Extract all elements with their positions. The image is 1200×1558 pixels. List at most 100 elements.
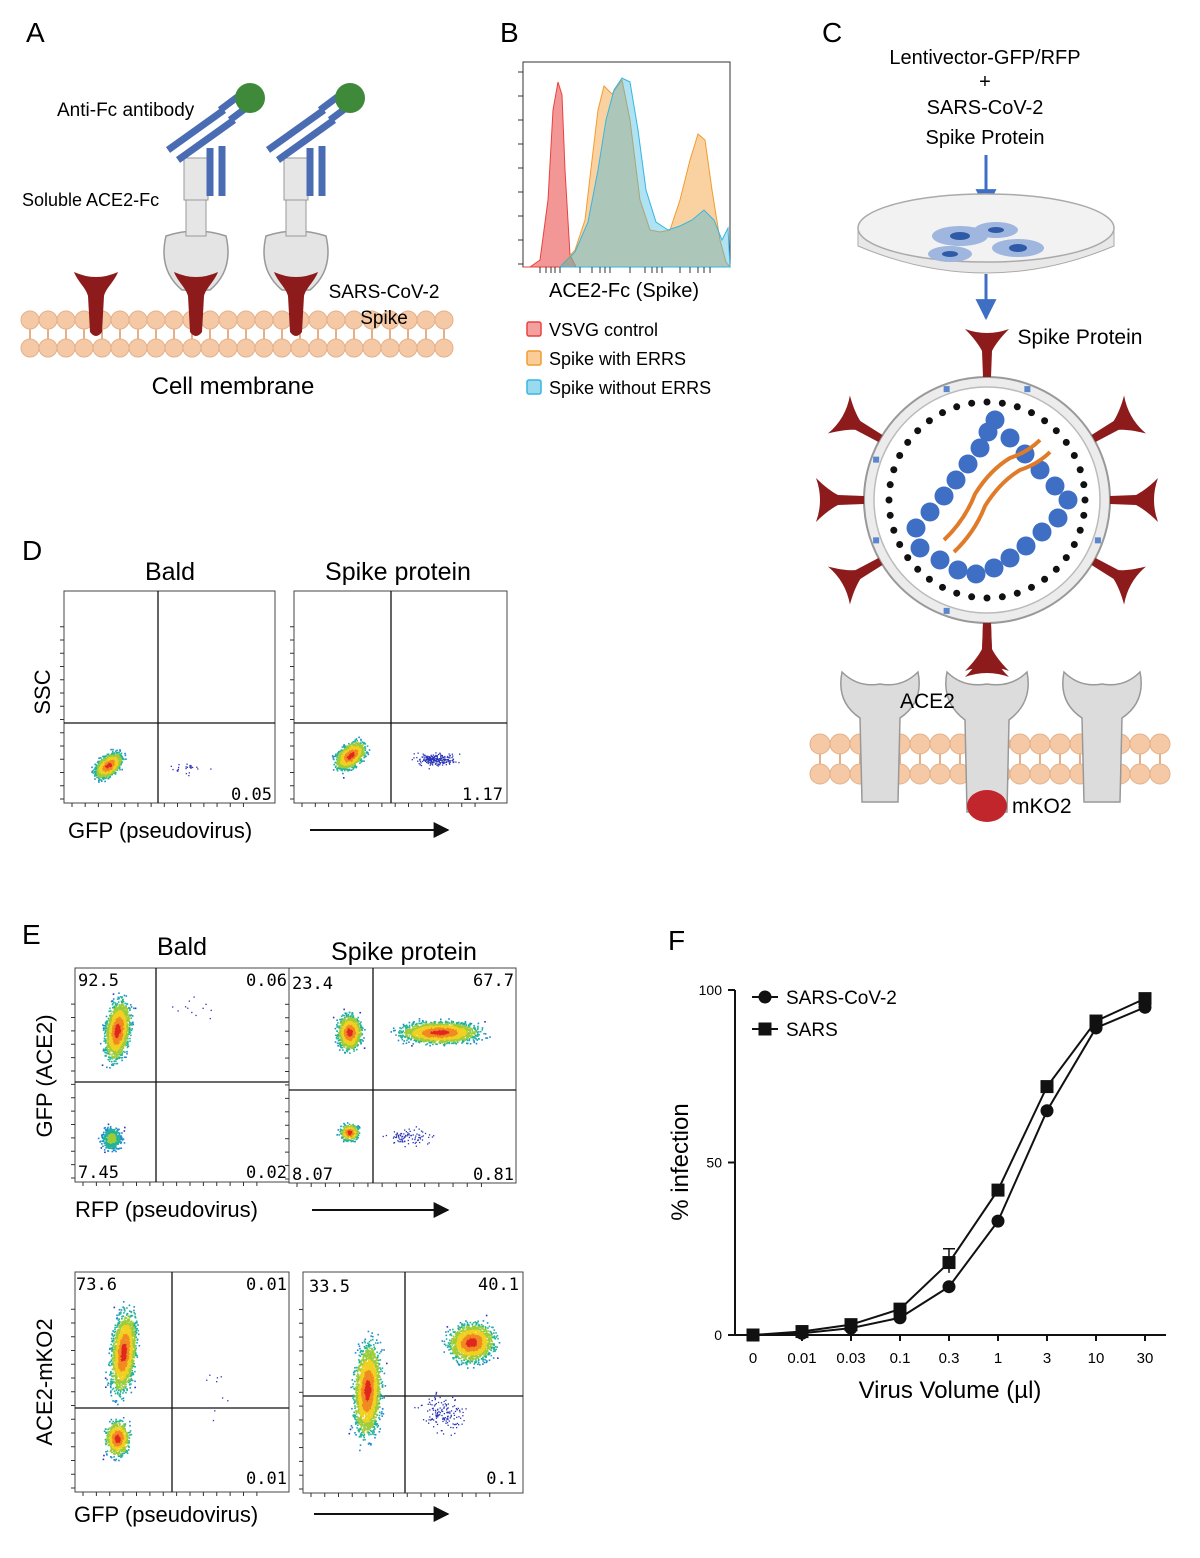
flow-plot-spike-rfp: [285, 967, 517, 1187]
spike-label-line2: Spike: [360, 308, 408, 329]
quadrant-value: 0.06: [246, 971, 287, 991]
x-tick-label: 30: [1137, 1350, 1154, 1367]
histogram-spike-without-errs: [558, 77, 731, 268]
legend-swatch: [526, 379, 542, 395]
panel-letter-c: C: [822, 17, 842, 48]
ssc-axis-label: SSC: [30, 669, 55, 714]
flow-plot-spike: [290, 590, 508, 807]
rna-icon: [942, 438, 1042, 542]
flow-plot-bald-mko2: [71, 1271, 290, 1496]
fluorophore-icon: [335, 83, 365, 113]
nucleocapsid-icon: [906, 410, 1078, 584]
col-title-spike: Spike protein: [331, 938, 477, 966]
quadrant-value: 0.02: [246, 1163, 287, 1183]
quadrant-value: 40.1: [478, 1275, 519, 1295]
data-point-circle: [991, 1214, 1005, 1228]
panel-b: B ACE2-Fc (Spike) VSVG control Spike with…: [500, 17, 732, 398]
plus-sign: +: [979, 71, 991, 93]
histogram-ticks: [518, 71, 711, 273]
legend-swatch: [526, 350, 542, 366]
anti-fc-antibody-icon: [165, 83, 265, 196]
ace2-mko2-axis-label: ACE2-mKO2: [32, 1318, 57, 1445]
data-point-square: [795, 1325, 809, 1339]
panel-d: D Bald Spike protein SSC GFP (pseudoviru…: [22, 535, 508, 843]
data-point-square: [746, 1328, 760, 1342]
x-tick-label: 0.03: [836, 1350, 865, 1367]
histogram-legend: VSVG control Spike with ERRS Spike without…: [526, 320, 711, 398]
spike-protein-icon: [274, 272, 318, 336]
quadrant-value: 1.17: [462, 785, 503, 805]
legend-label: Spike without ERRS: [549, 378, 711, 398]
legend-label: VSVG control: [549, 320, 658, 340]
quadrant-value: 33.5: [309, 1277, 350, 1297]
spike-protein-icon: [827, 395, 883, 442]
data-point-square: [1089, 1014, 1103, 1028]
mko2-label: mKO2: [1012, 795, 1072, 818]
sars-cov-2-label: SARS-CoV-2: [927, 97, 1044, 119]
petri-dish-icon: [857, 193, 1115, 274]
quadrant-value: 67.7: [473, 971, 514, 991]
lentivector-label: Lentivector-GFP/RFP: [889, 47, 1080, 69]
histogram-xlabel: ACE2-Fc (Spike): [549, 280, 699, 302]
rfp-axis-label: RFP (pseudovirus): [75, 1197, 258, 1222]
panel-letter-a: A: [26, 17, 45, 48]
x-tick-label: 0.01: [787, 1350, 816, 1367]
quadrant-value: 23.4: [292, 974, 333, 994]
data-point-square: [893, 1302, 907, 1316]
spike-protein-icon: [965, 623, 1009, 677]
col-title-bald: Bald: [157, 933, 207, 961]
x-tick-label: 1: [994, 1350, 1002, 1367]
quadrant-value: 0.01: [246, 1275, 287, 1295]
spike-protein-icon: [1091, 395, 1147, 442]
spike-protein-icon: [816, 478, 864, 522]
histogram-vsvg-control: [523, 81, 577, 268]
quadrant-value: 0.05: [231, 785, 272, 805]
panel-f: F 0 50 100 0 0.01 0.03 0.1 0.3 1 3 10 30 SARS-CoV-2 S…: [667, 925, 1166, 1404]
membrane-label: Cell membrane: [152, 373, 315, 400]
infection-line-chart: 0 50 100 0 0.01 0.03 0.1 0.3 1 3 10 30 SARS-CoV-2 SAR…: [699, 982, 1166, 1367]
legend-label: SARS: [786, 1020, 838, 1041]
ace2fc-complex-1: [163, 83, 265, 336]
x-tick-label: 10: [1088, 1350, 1105, 1367]
chart-xlabel: Virus Volume (µl): [859, 1377, 1042, 1404]
spike-protein-title: Spike Protein: [926, 127, 1045, 149]
ace2-receptor-icon: [1062, 670, 1142, 803]
data-point-circle: [1040, 1104, 1054, 1118]
plot-title-spike: Spike protein: [325, 558, 471, 586]
ace2-receptor-icon: [840, 670, 920, 803]
ace2-receptor-icon: [945, 670, 1029, 813]
antibody-label: Anti-Fc antibody: [57, 100, 195, 121]
panel-letter-f: F: [668, 925, 685, 956]
histogram-spike-with-errs: [558, 78, 732, 268]
panel-letter-b: B: [500, 17, 519, 48]
spike-protein-icon: [174, 272, 218, 336]
quadrant-value: 0.81: [473, 1165, 514, 1185]
panel-e: E Bald Spike protein GFP (ACE2) RFP (pse…: [22, 919, 524, 1527]
x-tick-label: 0.1: [890, 1350, 911, 1367]
fc-domain-icon: [183, 157, 209, 201]
pseudovirus-particle-icon: [816, 329, 1158, 677]
legend-swatch: [526, 321, 542, 337]
legend-marker-square: [758, 1022, 772, 1036]
quadrant-value: 8.07: [292, 1165, 333, 1185]
gfp-axis-label: GFP (pseudovirus): [68, 818, 252, 843]
spike-protein-label: Spike Protein: [1018, 326, 1143, 349]
x-tick-label: 0.3: [939, 1350, 960, 1367]
flow-plot-spike-mko2: [299, 1271, 524, 1497]
mko2-tag-icon: [967, 790, 1007, 822]
y-tick-label: 50: [706, 1155, 722, 1171]
data-point-circle: [942, 1280, 956, 1294]
panel-a: A Cell membrane Anti-Fc antibody Soluble…: [20, 17, 454, 400]
flow-plot-bald-rfp: [71, 967, 290, 1186]
ace2-label: ACE2: [900, 690, 955, 713]
spike-protein-icon: [74, 272, 118, 336]
gfp-axis-label: GFP (pseudovirus): [74, 1502, 258, 1527]
panel-letter-e: E: [22, 919, 41, 950]
data-point-square: [844, 1318, 858, 1332]
flow-plot-bald: [60, 590, 276, 807]
gfp-ace2-axis-label: GFP (ACE2): [32, 1014, 57, 1137]
data-point-square: [991, 1183, 1005, 1197]
spike-label-line1: SARS-CoV-2: [329, 282, 440, 303]
panel-c: C Lentivector-GFP/RFP + SARS-CoV-2 Spike…: [809, 17, 1171, 822]
y-tick-label: 100: [699, 982, 723, 998]
